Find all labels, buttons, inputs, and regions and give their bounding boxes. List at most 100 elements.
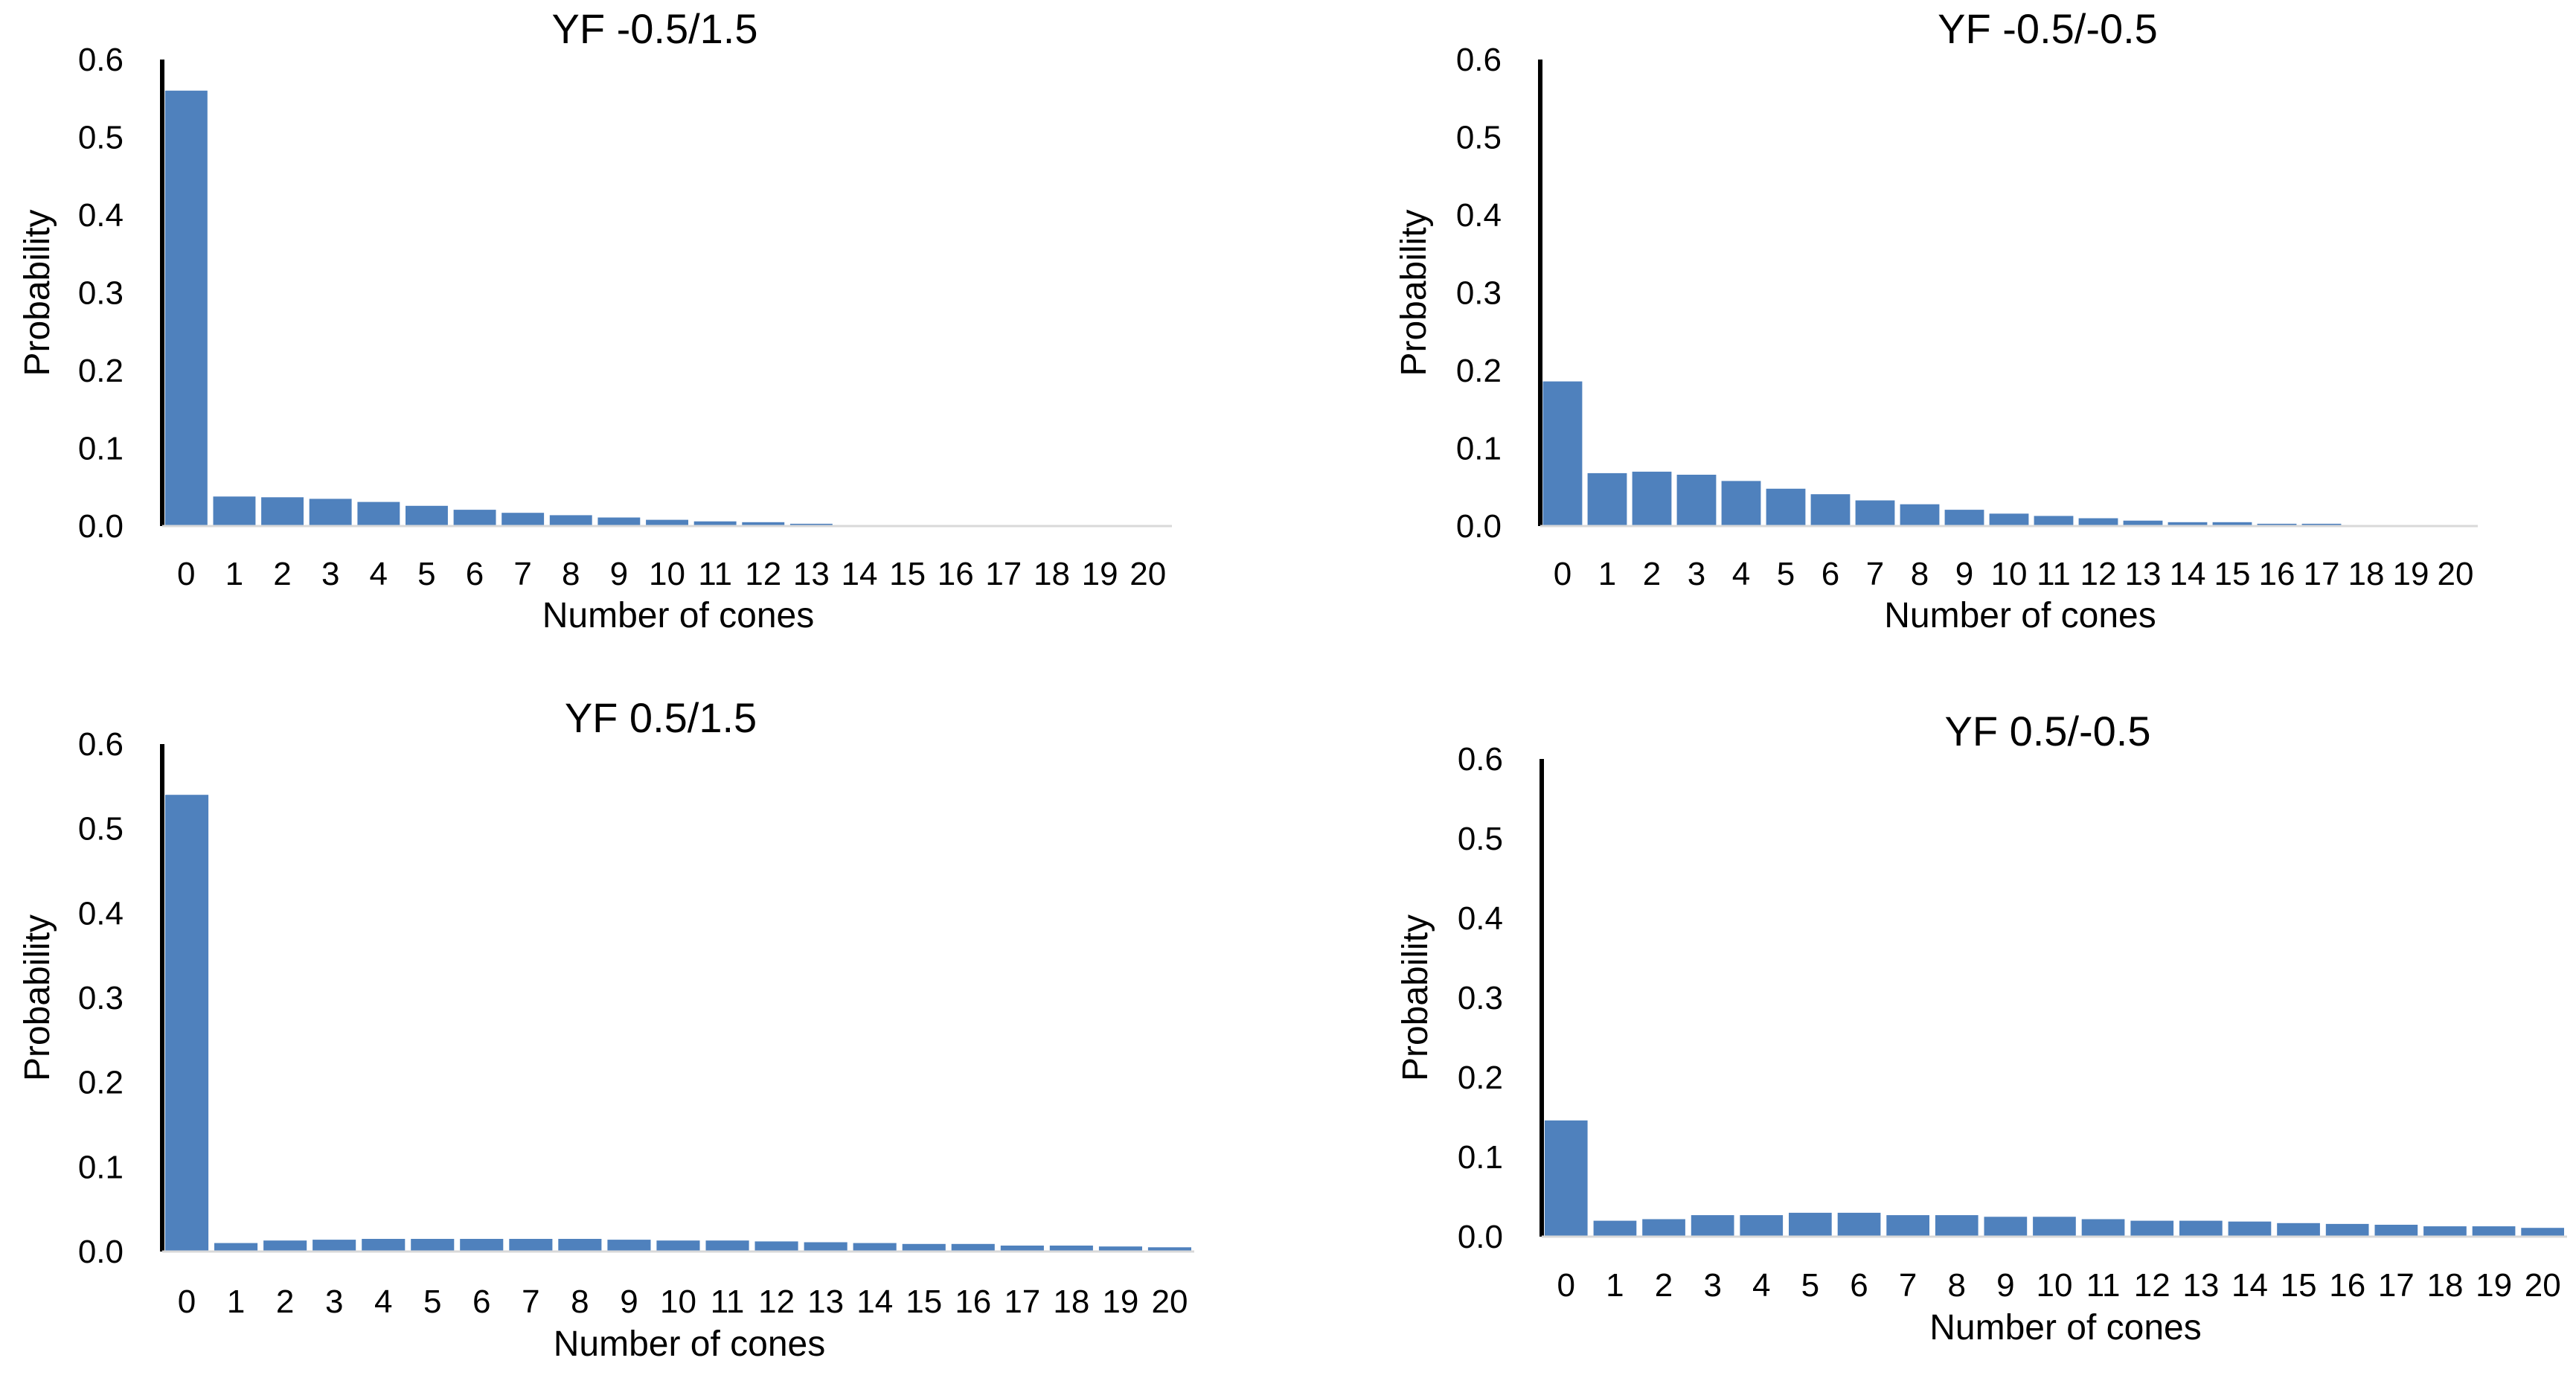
chart-title: YF 0.5/1.5: [565, 694, 757, 741]
bar-8: [1900, 504, 1940, 526]
bar-9: [607, 1240, 651, 1252]
bar-6: [1837, 1212, 1881, 1237]
y-tick-label: 0.2: [78, 1065, 124, 1101]
x-tick-label: 9: [620, 1284, 638, 1320]
x-tick-label: 7: [1899, 1267, 1917, 1304]
y-tick-label: 0.3: [78, 980, 124, 1016]
bar-10: [646, 519, 688, 526]
bar-2: [261, 497, 304, 526]
x-tick-label: 1: [1598, 556, 1616, 592]
x-tick-label: 7: [522, 1284, 539, 1320]
x-tick-label: 10: [649, 556, 685, 592]
bar-9: [1984, 1217, 2028, 1237]
bar-4: [357, 502, 400, 526]
x-axis-label: Number of cones: [1929, 1308, 2202, 1348]
y-tick-label: 0.1: [1456, 431, 1502, 467]
bar-16: [2257, 523, 2297, 526]
bar-20: [1147, 1247, 1191, 1252]
bar-6: [453, 510, 496, 526]
bar-5: [1789, 1212, 1832, 1237]
y-tick-label: 0.3: [1456, 275, 1502, 312]
x-tick-label: 5: [1777, 556, 1795, 592]
x-tick-label: 1: [227, 1284, 245, 1320]
y-tick-label: 0.1: [1458, 1139, 1503, 1176]
bar-10: [656, 1240, 700, 1252]
y-axis-label: Probability: [18, 914, 57, 1081]
bar-3: [1676, 475, 1717, 526]
bar-7: [1886, 1215, 1929, 1237]
bar-19: [1098, 1246, 1142, 1252]
x-tick-label: 13: [2125, 556, 2162, 592]
x-tick-label: 14: [856, 1284, 893, 1320]
x-tick-label: 16: [955, 1284, 991, 1320]
bar-12: [754, 1241, 798, 1252]
x-tick-label: 15: [906, 1284, 942, 1320]
x-tick-label: 12: [745, 556, 781, 592]
bar-0: [1544, 1120, 1588, 1237]
x-tick-label: 9: [1996, 1267, 2014, 1304]
x-tick-label: 18: [2427, 1267, 2464, 1304]
bar-4: [1740, 1215, 1784, 1237]
bar-11: [2034, 516, 2074, 526]
x-tick-label: 7: [513, 556, 531, 592]
bar-1: [214, 1243, 258, 1252]
bar-6: [460, 1239, 504, 1252]
x-tick-label: 1: [225, 556, 243, 592]
y-tick-label: 0.1: [78, 431, 124, 467]
bar-2: [1632, 471, 1672, 526]
bar-20: [2521, 1228, 2564, 1237]
x-tick-label: 2: [273, 556, 291, 592]
bar-5: [411, 1239, 455, 1252]
bar-14: [853, 1243, 897, 1252]
y-tick-label: 0.6: [78, 42, 124, 78]
chart-title: YF 0.5/-0.5: [1944, 708, 2150, 754]
x-tick-label: 17: [1004, 1284, 1040, 1320]
x-tick-label: 16: [2259, 556, 2295, 592]
chart-title: YF -0.5/1.5: [551, 5, 757, 52]
x-tick-label: 5: [423, 1284, 441, 1320]
x-tick-label: 20: [2438, 556, 2474, 592]
x-tick-label: 13: [793, 556, 830, 592]
bar-13: [789, 523, 833, 526]
bar-1: [1587, 472, 1627, 526]
bar-15: [902, 1243, 946, 1252]
x-tick-label: 3: [325, 1284, 343, 1320]
x-tick-label: 4: [1752, 1267, 1770, 1304]
x-tick-label: 19: [1082, 556, 1118, 592]
y-tick-label: 0.0: [1458, 1219, 1503, 1255]
bar-7: [502, 513, 545, 526]
x-tick-label: 10: [2037, 1267, 2073, 1304]
x-tick-label: 20: [1130, 556, 1166, 592]
x-tick-label: 15: [2214, 556, 2251, 592]
bar-17: [2374, 1225, 2418, 1237]
bar-12: [2130, 1220, 2174, 1237]
bar-4: [362, 1239, 406, 1252]
bar-8: [558, 1239, 602, 1252]
bar-1: [213, 496, 256, 526]
bar-16: [951, 1243, 995, 1252]
x-axis-label: Number of cones: [554, 1324, 826, 1364]
x-tick-label: 2: [1643, 556, 1661, 592]
x-tick-label: 18: [1053, 1284, 1089, 1320]
bar-9: [597, 517, 641, 526]
x-tick-label: 7: [1866, 556, 1884, 592]
chart-title: YF -0.5/-0.5: [1938, 5, 2158, 52]
x-tick-label: 10: [660, 1284, 696, 1320]
y-tick-label: 0.3: [78, 275, 124, 312]
bar-3: [313, 1240, 356, 1252]
x-tick-label: 19: [2476, 1267, 2512, 1304]
y-tick-label: 0.3: [1458, 980, 1503, 1016]
y-tick-label: 0.5: [1458, 821, 1503, 857]
bar-5: [1766, 488, 1806, 526]
x-tick-label: 14: [842, 556, 878, 592]
x-tick-label: 5: [417, 556, 435, 592]
x-tick-label: 17: [985, 556, 1022, 592]
bar-17: [1000, 1246, 1044, 1252]
y-tick-label: 0.2: [1458, 1060, 1503, 1096]
bar-11: [2081, 1219, 2125, 1237]
bar-11: [705, 1240, 749, 1252]
